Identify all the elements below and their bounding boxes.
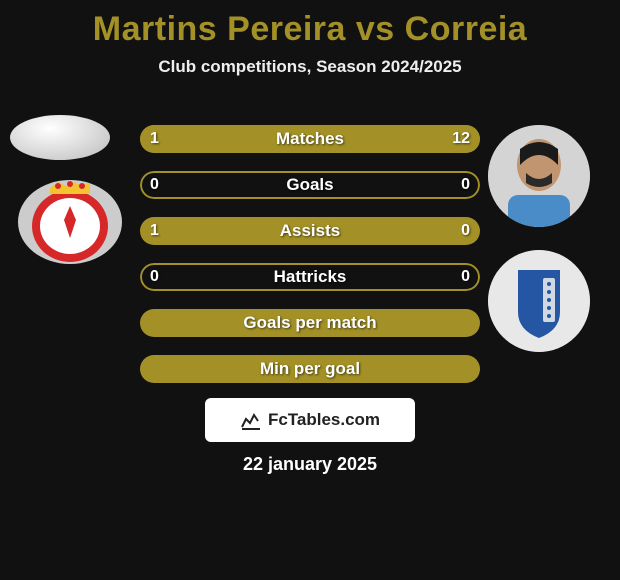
player-left-avatar: [10, 115, 110, 160]
club-left-crest: [18, 180, 122, 264]
stat-label: Hattricks: [140, 263, 480, 291]
club-right-crest: [488, 250, 590, 352]
chart-icon: [240, 409, 262, 431]
stat-row: Matches1 12: [140, 125, 480, 153]
stat-row: Goals0 0: [140, 171, 480, 199]
stats-table: Matches112Goals00Assists10Hattricks00Goa…: [140, 125, 480, 401]
stat-row: Min per goal: [140, 355, 480, 383]
subtitle: Club competitions, Season 2024/2025: [0, 57, 620, 77]
footer-date: 22 january 2025: [0, 454, 620, 475]
stat-value-left: 0: [150, 263, 159, 291]
player-right-avatar: [488, 125, 590, 227]
brand-badge[interactable]: FcTables.com: [205, 398, 415, 442]
stat-label: Goals: [140, 171, 480, 199]
stat-value-right: 0: [461, 263, 470, 291]
brand-text: FcTables.com: [268, 410, 380, 430]
stat-value-right: 0: [461, 171, 470, 199]
stat-row: Hattricks0 0: [140, 263, 480, 291]
stat-value-right: 0: [461, 217, 470, 245]
stat-value-right: 12: [452, 125, 470, 153]
stat-row: Goals per match: [140, 309, 480, 337]
stat-value-left: 1: [150, 125, 159, 153]
stat-label: Assists: [140, 217, 480, 245]
page-title: Martins Pereira vs Correia: [0, 0, 620, 49]
stat-label: Matches: [140, 125, 480, 153]
stat-label: Goals per match: [140, 309, 480, 337]
stat-label: Min per goal: [140, 355, 480, 383]
stat-value-left: 0: [150, 171, 159, 199]
stat-value-left: 1: [150, 217, 159, 245]
stat-row: Assists1 0: [140, 217, 480, 245]
